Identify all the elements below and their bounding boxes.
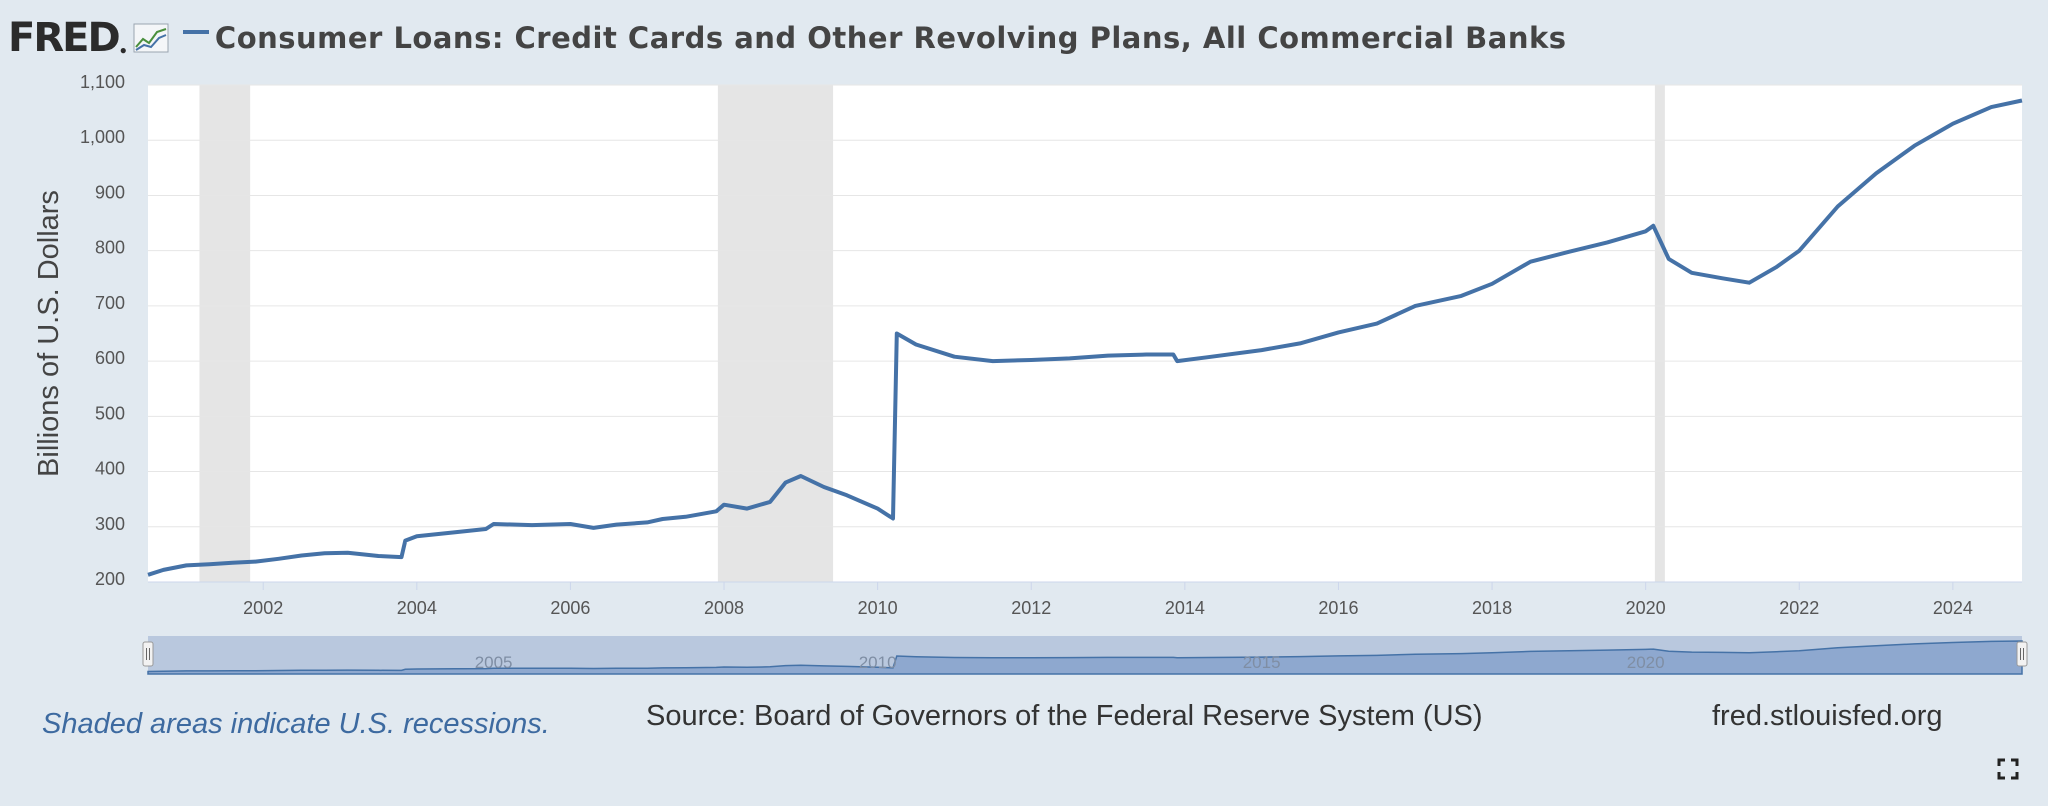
navigator-label: 2020 xyxy=(1627,653,1665,672)
y-tick-label: 1,000 xyxy=(80,127,125,147)
x-tick-label: 2022 xyxy=(1779,598,1819,618)
x-tick-label: 2006 xyxy=(550,598,590,618)
y-tick-label: 500 xyxy=(95,403,125,423)
chart-title: Consumer Loans: Credit Cards and Other R… xyxy=(214,21,1567,55)
y-tick-label: 1,100 xyxy=(80,72,125,92)
x-tick-label: 2008 xyxy=(704,598,744,618)
y-axis-ticks: 200 300 400 500 600 700 800 900 1,000 1,100 xyxy=(80,72,125,589)
legend-swatch xyxy=(182,30,209,34)
line-chart-icon xyxy=(133,23,169,53)
y-tick-label: 200 xyxy=(95,569,125,589)
gridlines xyxy=(148,84,2022,583)
fred-logo-dot: ● xyxy=(119,43,127,57)
recession-band xyxy=(1654,85,1665,582)
recession-band xyxy=(199,85,251,582)
x-tick-label: 2020 xyxy=(1626,598,1666,618)
range-navigator[interactable]: 2005 2010 2015 2020 xyxy=(142,636,2028,675)
x-axis-ticks: 2002 2004 2006 2008 2010 2012 2014 2016 2018 2020… xyxy=(243,582,1973,618)
series-line xyxy=(147,98,2023,577)
x-tick-label: 2002 xyxy=(243,598,283,618)
navigator-label: 2010 xyxy=(859,653,897,672)
y-tick-label: 600 xyxy=(95,348,125,368)
y-tick-label: 300 xyxy=(95,514,125,534)
x-tick-label: 2010 xyxy=(858,598,898,618)
chart-header: FRED ● Consumer Loans: Credit Cards and … xyxy=(8,10,1567,66)
x-tick-label: 2004 xyxy=(397,598,437,618)
fred-logo[interactable]: FRED xyxy=(8,15,121,61)
source-text: Source: Board of Governors of the Federa… xyxy=(646,700,1483,732)
x-tick-label: 2024 xyxy=(1933,598,1973,618)
site-link[interactable]: fred.stlouisfed.org xyxy=(1712,700,1943,732)
navigator-series xyxy=(147,640,2023,675)
y-tick-label: 700 xyxy=(95,293,125,313)
navigator-handle-left[interactable] xyxy=(142,641,154,667)
x-tick-label: 2018 xyxy=(1472,598,1512,618)
plot-area xyxy=(148,85,2022,582)
x-tick-label: 2016 xyxy=(1318,598,1358,618)
navigator-handle-right[interactable] xyxy=(2016,641,2028,667)
y-axis-label: Billions of U.S. Dollars xyxy=(33,190,65,477)
recession-note: Shaded areas indicate U.S. recessions. xyxy=(42,708,550,740)
y-tick-label: 800 xyxy=(95,238,125,258)
x-tick-label: 2014 xyxy=(1165,598,1205,618)
series-layer xyxy=(147,98,2023,577)
y-tick-label: 900 xyxy=(95,182,125,202)
x-tick-label: 2012 xyxy=(1011,598,1051,618)
navigator-label: 2015 xyxy=(1243,653,1281,672)
recession-band xyxy=(717,85,834,582)
fullscreen-icon[interactable] xyxy=(1996,757,2020,781)
y-tick-label: 400 xyxy=(95,459,125,479)
recession-shading xyxy=(199,85,1665,582)
navigator-label: 2005 xyxy=(475,653,513,672)
